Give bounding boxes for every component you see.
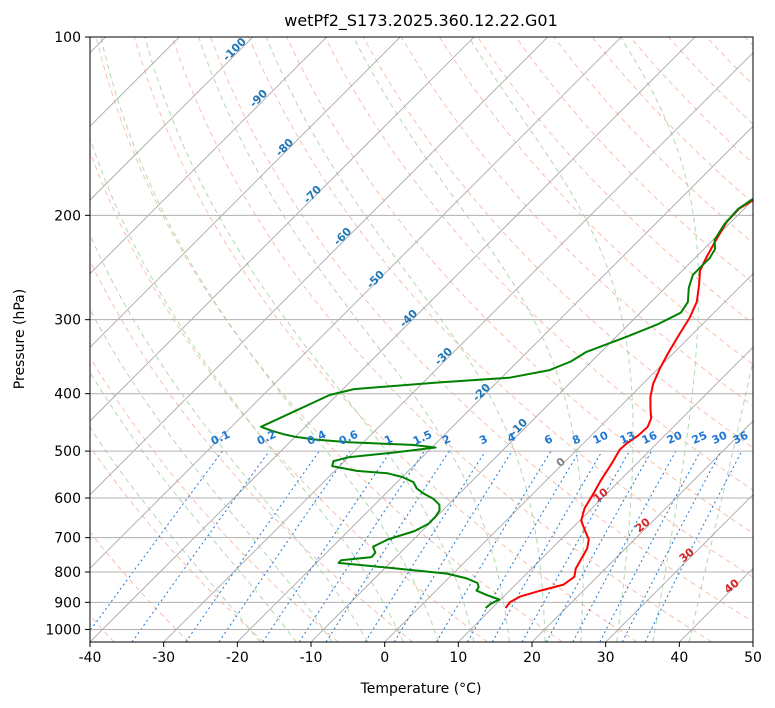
mixing-ratio-line xyxy=(298,450,425,642)
dry-adiabat-line xyxy=(133,37,638,642)
mixing-ratio-line xyxy=(325,450,450,642)
moist-adiabat-line xyxy=(100,37,439,642)
mixing-ratio-line xyxy=(467,450,580,642)
background-lines xyxy=(90,37,753,642)
moist-adiabat-line xyxy=(144,37,475,642)
y-tick-label: 800 xyxy=(54,565,81,581)
mixing-ratio-line xyxy=(364,450,486,642)
mixing-ratio-line xyxy=(131,450,270,642)
isotherm-line xyxy=(605,494,753,642)
y-axis-label: Pressure (hPa) xyxy=(12,289,28,389)
isotherm-line xyxy=(310,199,753,642)
isotherm-line xyxy=(384,273,753,642)
y-tick-label: 600 xyxy=(54,491,81,507)
mixing-ratio-label: 10 xyxy=(591,429,611,447)
mixing-ratio-label: 30 xyxy=(710,429,730,447)
mixing-ratio-line xyxy=(393,450,513,642)
plot-frame xyxy=(89,36,754,643)
y-tick-label: 200 xyxy=(54,208,81,224)
y-tick-label: 100 xyxy=(54,30,81,46)
dry-adiabat-line xyxy=(171,37,712,642)
isotherm-line xyxy=(90,37,254,201)
moist-adiabat-line xyxy=(90,233,369,642)
mixing-ratio-line xyxy=(545,450,653,642)
mixing-ratio-label: 16 xyxy=(640,429,660,447)
x-tick-label: 30 xyxy=(597,650,615,666)
isotherm-line xyxy=(90,37,548,496)
x-tick-label: -40 xyxy=(79,650,102,666)
dry-adiabat-line xyxy=(90,531,190,642)
mixing-ratio-line xyxy=(621,450,722,642)
mixing-ratio-label: 13 xyxy=(618,429,637,447)
dry-adiabat-line xyxy=(95,37,563,642)
dry-adiabat-line xyxy=(210,37,753,623)
x-tick-label: 50 xyxy=(744,650,762,666)
isotherm-line xyxy=(237,125,753,642)
mixing-ratio-line xyxy=(521,450,630,642)
mixing-ratio-line xyxy=(572,450,677,642)
x-tick-label: 10 xyxy=(449,650,467,666)
mixing-ratio-line xyxy=(435,450,552,642)
mixing-ratio-line xyxy=(599,450,701,642)
chart-title: wetPf2_S173.2025.360.12.22.G01 xyxy=(284,11,558,31)
x-tick-label: 40 xyxy=(670,650,688,666)
temperature-line xyxy=(504,199,753,609)
mixing-ratio-line xyxy=(90,450,223,632)
mixing-ratio-line xyxy=(185,450,320,642)
mixing-ratio-label: 20 xyxy=(665,429,685,447)
profile-lines xyxy=(260,197,753,609)
x-axis-label: Temperature (°C) xyxy=(360,681,482,697)
isotherm-line xyxy=(163,52,753,642)
isotherm-line xyxy=(531,420,753,642)
dry-adiabat-line xyxy=(400,37,753,407)
isotherm-line xyxy=(90,37,401,348)
y-tick-label: 300 xyxy=(54,313,81,329)
x-axis-ticks: -40 -30 -20 -10 0 10 20 30 40 50 xyxy=(79,642,762,666)
moist-adiabat-line xyxy=(90,371,297,642)
x-tick-label: -10 xyxy=(300,650,323,666)
y-tick-label: 400 xyxy=(54,387,81,403)
y-tick-label: 700 xyxy=(54,531,81,547)
y-tick-label: 900 xyxy=(54,595,81,611)
x-tick-label: -20 xyxy=(226,650,249,666)
isotherm-line xyxy=(90,37,327,275)
mixing-ratio-line xyxy=(491,450,603,642)
moist-adiabat-line xyxy=(90,136,404,642)
dry-adiabat-line xyxy=(90,445,264,642)
dry-adiabat-line xyxy=(90,150,488,642)
y-tick-label: 1000 xyxy=(45,622,81,638)
mixing-ratio-label: 36 xyxy=(731,429,751,447)
dry-adiabat-line xyxy=(438,37,753,366)
isotherm-line xyxy=(90,37,696,642)
y-axis-ticks: 100 200 300 400 500 600 700 800 900 1000 xyxy=(45,30,90,638)
isotherm-line xyxy=(90,37,475,422)
x-tick-label: -30 xyxy=(152,650,175,666)
moist-adiabat-line xyxy=(353,37,584,642)
x-tick-label: 0 xyxy=(380,650,389,666)
pressure-gridlines xyxy=(90,37,753,630)
dewpoint-line xyxy=(260,197,753,609)
isotherm-line xyxy=(90,37,622,569)
moist-adiabat-line xyxy=(265,37,546,642)
mixing-ratio-line xyxy=(644,450,743,642)
dry-adiabat-line xyxy=(515,37,753,284)
x-tick-label: 20 xyxy=(523,650,541,666)
mixing-ratio-label: 25 xyxy=(690,429,709,447)
isotherm-line xyxy=(458,346,753,642)
dry-adiabat-line xyxy=(248,37,753,578)
moist-adiabat-line xyxy=(90,426,261,642)
y-tick-label: 500 xyxy=(54,444,81,460)
